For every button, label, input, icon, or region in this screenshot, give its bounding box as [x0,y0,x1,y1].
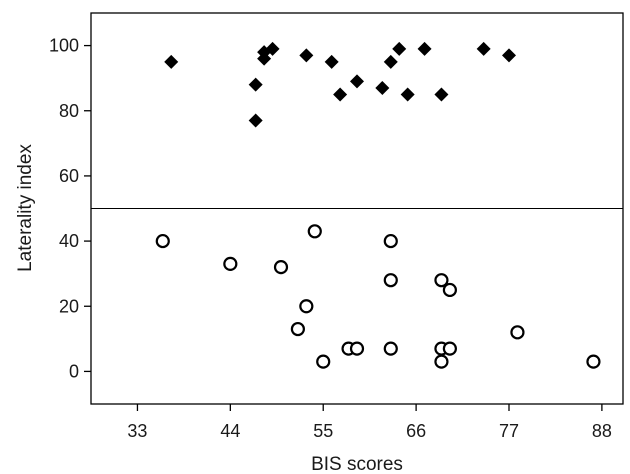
circle-point [442,341,457,356]
diamond-point [248,77,263,92]
diamond-point [400,87,415,102]
diamond-point [333,87,348,102]
circle-point [586,354,601,369]
circle-point [383,341,398,356]
diamond-point [265,41,280,56]
x-tick-label: 55 [313,421,333,441]
circle-point [383,233,398,249]
data-markers [155,41,601,369]
diamond-point [299,48,314,63]
y-tick-label: 100 [49,36,79,56]
circle-point [510,325,525,340]
y-axis-title: Laterality index [15,144,36,272]
x-axis-title: BIS scores [311,454,403,474]
diamond-point [350,74,364,89]
diamond-point [476,41,491,56]
y-tick-label: 60 [59,166,79,186]
y-tick-label: 80 [59,101,79,121]
circle-point [349,341,365,356]
circle-point [316,354,331,369]
x-tick-label: 66 [406,421,426,441]
x-tick-label: 44 [220,421,240,441]
diamond-point [248,113,263,128]
x-tick-label: 88 [592,421,612,441]
diamond-point [383,54,398,69]
y-tick-label: 0 [69,361,79,381]
diamond-point [392,41,407,56]
axis-ticks: 33 44 55 66 77 88 0 20 40 60 80 100 [49,36,612,441]
y-tick-label: 40 [59,231,79,251]
diamond-point [164,54,179,69]
circle-point [383,273,398,288]
circle-point [290,321,305,337]
circle-point [299,299,314,314]
circle-point [155,233,170,249]
circle-point [434,273,449,288]
x-tick-label: 33 [127,421,147,441]
circle-point [434,354,449,369]
diamond-point [375,80,390,95]
x-tick-label: 77 [499,421,519,441]
circle-point [223,256,238,271]
circle-point [307,224,322,239]
diamond-point [434,87,449,102]
diamond-point [502,48,516,63]
diamond-point [324,54,339,69]
diamond-point [257,51,272,66]
diamond-point [417,41,432,56]
circle-point [273,260,289,275]
y-tick-label: 20 [59,296,79,316]
circle-point [442,282,457,298]
